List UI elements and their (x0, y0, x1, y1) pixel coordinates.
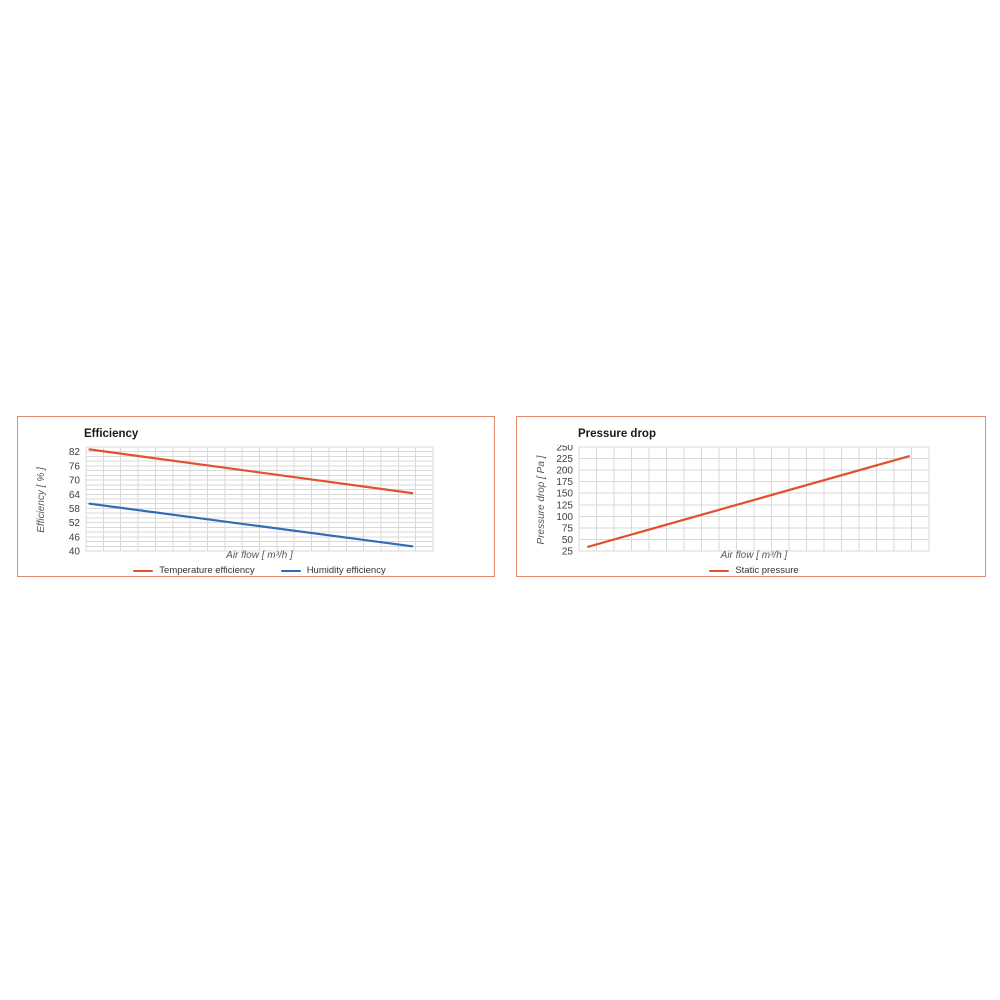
y-tick-label: 75 (562, 523, 574, 534)
chart-title: Pressure drop (578, 428, 656, 440)
legend-line-swatch (280, 569, 301, 572)
x-axis-title: Air flow [ m³/h ] (720, 550, 788, 561)
legend-line-swatch (133, 569, 154, 572)
humidity-efficiency-line (88, 502, 414, 548)
legend: Temperature efficiency Humidity efficienc… (86, 565, 433, 576)
y-tick-label: 225 (556, 454, 573, 465)
legend: Static pressure (579, 565, 929, 576)
y-tick-label: 58 (69, 504, 81, 515)
y-tick-label: 64 (69, 490, 81, 501)
efficiency-plot-area: 82 76 70 64 58 52 46 40 (69, 446, 434, 558)
chart-title: Efficiency (84, 428, 139, 440)
y-tick-label: 175 (556, 477, 573, 488)
y-tick-label: 82 (69, 447, 81, 458)
legend-label: Static pressure (735, 565, 799, 576)
y-tick-label: 46 (69, 532, 81, 543)
y-tick-label: 100 (556, 512, 573, 523)
y-tick-label: 250 (556, 445, 573, 454)
legend-item-static-pressure[interactable]: Static pressure (709, 565, 799, 576)
legend-label: Humidity efficiency (306, 565, 386, 576)
legend-line-swatch (709, 569, 730, 572)
pressure-drop-chart-panel: Pressure drop Pressure drop [ Pa ] 250 22… (516, 416, 986, 577)
temperature-efficiency-line (88, 448, 414, 495)
y-tick-label: 70 (69, 476, 81, 487)
efficiency-chart-panel: Efficiency Efficiency [ % ] 82 76 70 64 58 52… (17, 416, 495, 577)
y-tick-label: 50 (562, 535, 574, 546)
legend-item-humidity-efficiency[interactable]: Humidity efficiency (280, 565, 386, 576)
legend-label: Temperature efficiency (159, 565, 255, 576)
y-tick-label: 150 (556, 489, 573, 500)
legend-item-temperature-efficiency[interactable]: Temperature efficiency (133, 565, 255, 576)
y-tick-label: 125 (556, 500, 573, 511)
x-axis-title: Air flow [ m³/h ] (226, 550, 293, 561)
y-tick-label: 200 (556, 466, 573, 477)
static-pressure-line (586, 455, 911, 548)
y-tick-label: 25 (562, 547, 574, 558)
y-tick-label: 40 (69, 547, 81, 558)
y-tick-label: 52 (69, 518, 81, 529)
y-tick-label: 76 (69, 461, 81, 472)
